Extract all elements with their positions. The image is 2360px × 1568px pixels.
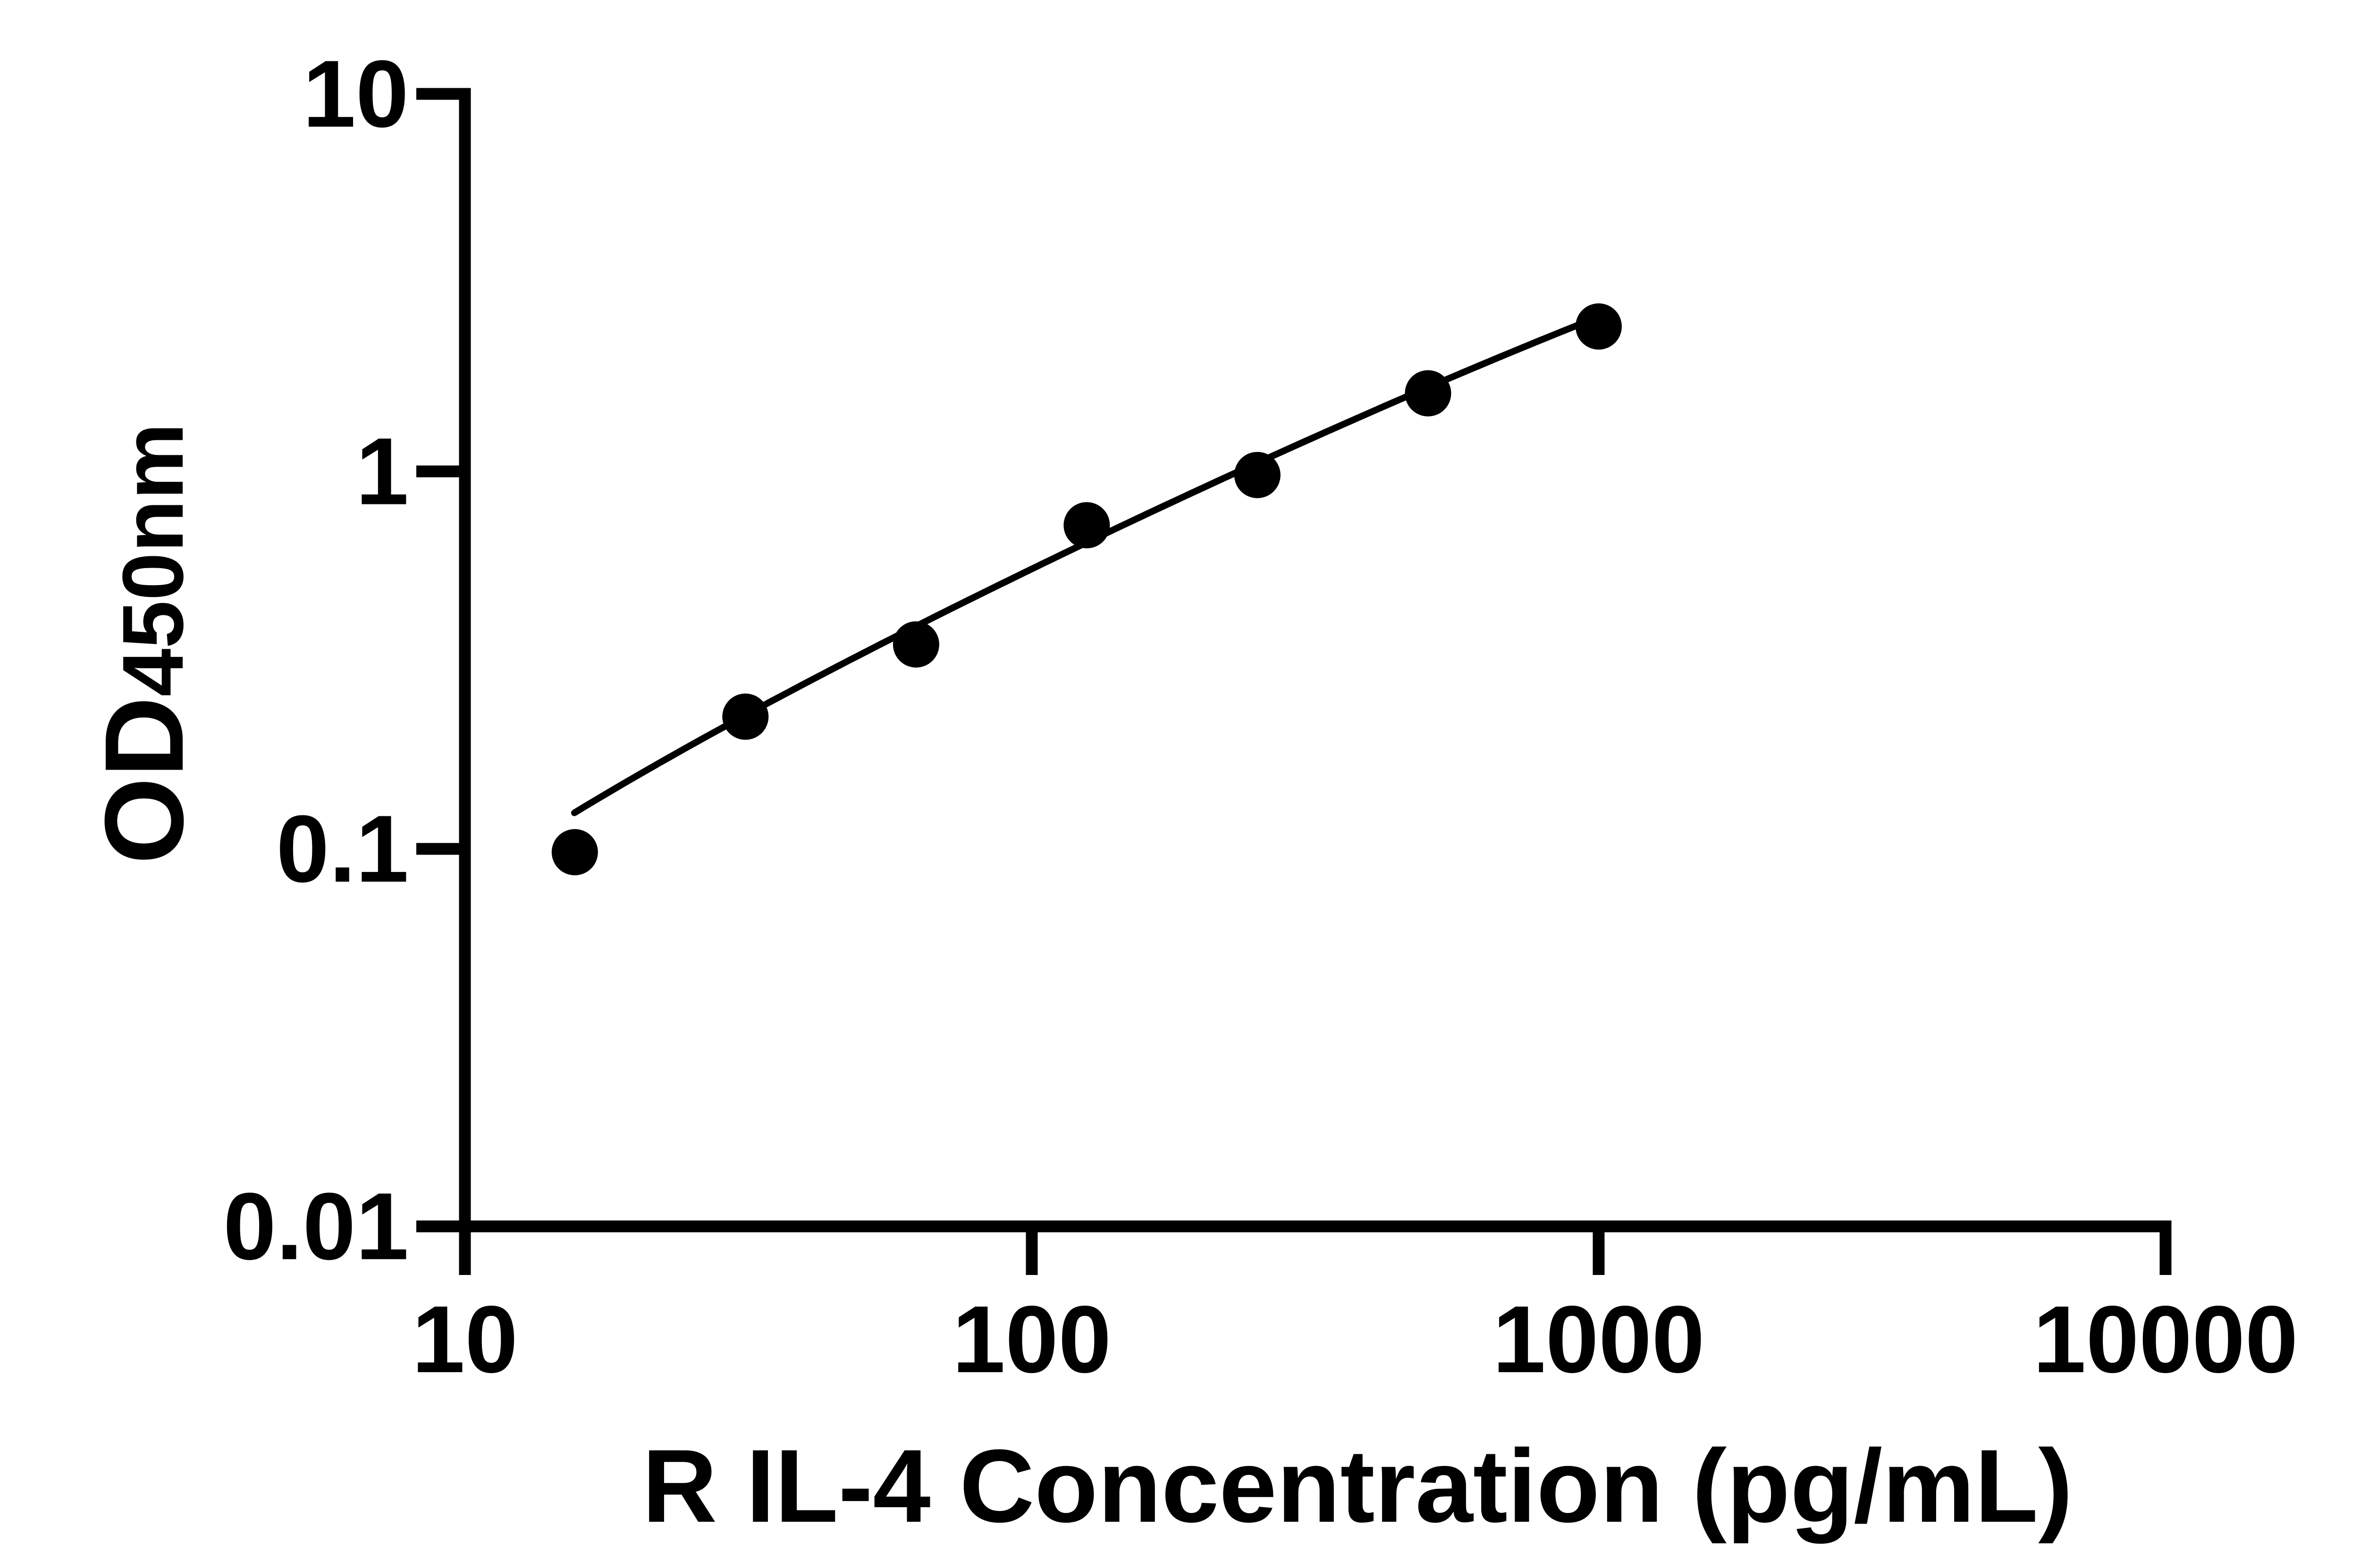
x-tick-label: 100 — [952, 1286, 1111, 1392]
x-tick-label: 10000 — [2033, 1286, 2298, 1392]
y-axis-title: OD450nm — [82, 423, 207, 864]
axis-titles: R IL-4 Concentration (pg/mL) OD450nm — [82, 423, 2073, 1544]
y-axis-title-subscript: 450nm — [104, 423, 201, 696]
x-axis-title: R IL-4 Concentration (pg/mL) — [642, 1428, 2073, 1544]
y-tick-label: 10 — [303, 40, 409, 147]
x-tick-label: 1000 — [1492, 1286, 1704, 1392]
axis-ticks — [416, 88, 2172, 1275]
data-point — [1234, 452, 1281, 498]
data-point — [551, 829, 598, 875]
data-point — [722, 693, 769, 740]
data-points — [551, 303, 1622, 875]
data-point — [1063, 502, 1110, 549]
y-tick-label: 1 — [356, 418, 409, 524]
data-point — [1405, 370, 1451, 417]
y-axis-title-main: OD — [82, 696, 207, 864]
x-tick-label: 10 — [412, 1286, 518, 1392]
data-point — [1576, 303, 1622, 350]
axes — [459, 94, 2172, 1233]
data-point — [893, 621, 939, 668]
y-tick-label: 0.01 — [223, 1173, 409, 1279]
y-tick-label: 0.1 — [276, 795, 409, 902]
